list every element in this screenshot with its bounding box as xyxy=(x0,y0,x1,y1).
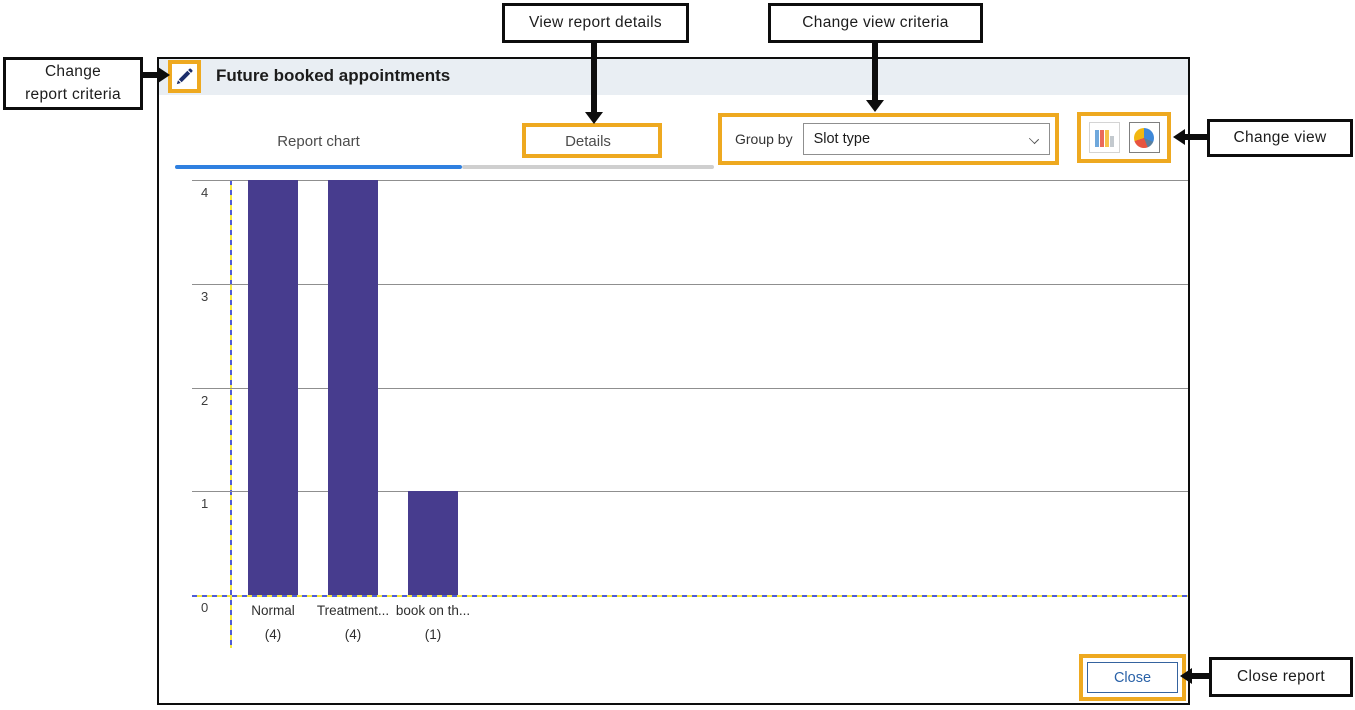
pie-view-button[interactable] xyxy=(1128,122,1160,153)
callout-change-view: Change view xyxy=(1207,119,1353,157)
x-count-label: (4) xyxy=(264,627,282,642)
callout-line: Close report xyxy=(1236,667,1326,685)
callout-change-report-criteria: Change report criteria xyxy=(3,57,143,110)
chevron-down-icon xyxy=(1028,133,1039,145)
report-bar-chart: 4 3 2 1 0 Normal (4) Treatment... (4) book on th.… xyxy=(192,180,1188,648)
y-tick-label: 2 xyxy=(201,392,209,408)
bar-view-button[interactable] xyxy=(1088,122,1120,153)
x-category-label: Normal xyxy=(251,603,295,618)
group-by-highlight: Group by Slot type xyxy=(718,113,1059,165)
change-view-highlight xyxy=(1077,112,1171,163)
bar-treatment-[interactable] xyxy=(328,180,378,595)
tab-report-chart[interactable]: Report chart xyxy=(277,132,360,150)
x-count-label: (4) xyxy=(344,627,362,642)
pie-chart-view-icon xyxy=(1134,127,1154,148)
arrow-to-details-tab xyxy=(591,43,597,113)
gridline-y4 xyxy=(192,180,1188,181)
y-tick-label: 1 xyxy=(201,496,209,512)
callout-line: Change xyxy=(44,63,102,81)
callout-change-view-criteria: Change view criteria xyxy=(768,3,983,43)
callout-line: Change view xyxy=(1233,128,1327,146)
callout-line: Change view criteria xyxy=(802,13,949,31)
arrowhead-to-details-tab xyxy=(585,112,603,124)
window-title: Future booked appointments xyxy=(216,66,451,85)
inactive-tab-track xyxy=(462,165,714,169)
bar-normal[interactable] xyxy=(248,180,298,595)
x-axis-zero-line xyxy=(192,595,1188,597)
close-button-highlight: Close xyxy=(1079,654,1186,701)
tab-details[interactable]: Details xyxy=(565,132,611,150)
arrowhead-to-view-toggle xyxy=(1173,129,1185,145)
pencil-icon xyxy=(175,67,194,86)
gridline-y2 xyxy=(192,387,1188,389)
callout-close-report: Close report xyxy=(1209,657,1353,697)
close-button[interactable]: Close xyxy=(1087,662,1178,693)
arrow-to-group-by xyxy=(872,43,878,101)
x-category-label: book on th... xyxy=(395,603,471,618)
gridline-y3 xyxy=(192,283,1188,285)
bar-book-on-th-[interactable] xyxy=(408,491,458,595)
change-criteria-button[interactable] xyxy=(168,60,201,93)
group-by-selected-value: Slot type xyxy=(813,131,871,147)
window-titlebar xyxy=(159,59,1188,95)
arrowhead-to-close-button xyxy=(1180,668,1192,684)
callout-line: report criteria xyxy=(25,85,121,103)
bar-chart-view-icon xyxy=(1094,129,1114,147)
x-count-label: (1) xyxy=(424,627,442,642)
callout-line: View report details xyxy=(529,13,662,31)
y-tick-label: 4 xyxy=(201,185,209,200)
report-window: Future booked appointments Report chart … xyxy=(157,57,1190,705)
arrow-to-pencil xyxy=(143,72,159,78)
x-category-label: Treatment... xyxy=(316,603,390,618)
arrowhead-to-group-by xyxy=(866,100,884,112)
arrowhead-to-pencil xyxy=(158,67,170,83)
group-by-label: Group by xyxy=(735,131,793,147)
callout-view-report-details: View report details xyxy=(502,3,689,43)
active-tab-indicator xyxy=(175,165,462,169)
group-by-select[interactable]: Slot type xyxy=(802,123,1050,155)
y-tick-label: 0 xyxy=(201,600,209,615)
arrow-to-close-button xyxy=(1192,673,1209,679)
y-tick-label: 3 xyxy=(201,288,209,304)
y-axis-line xyxy=(230,180,232,648)
arrow-to-view-toggle xyxy=(1185,134,1207,140)
gridline-y1 xyxy=(192,491,1188,493)
